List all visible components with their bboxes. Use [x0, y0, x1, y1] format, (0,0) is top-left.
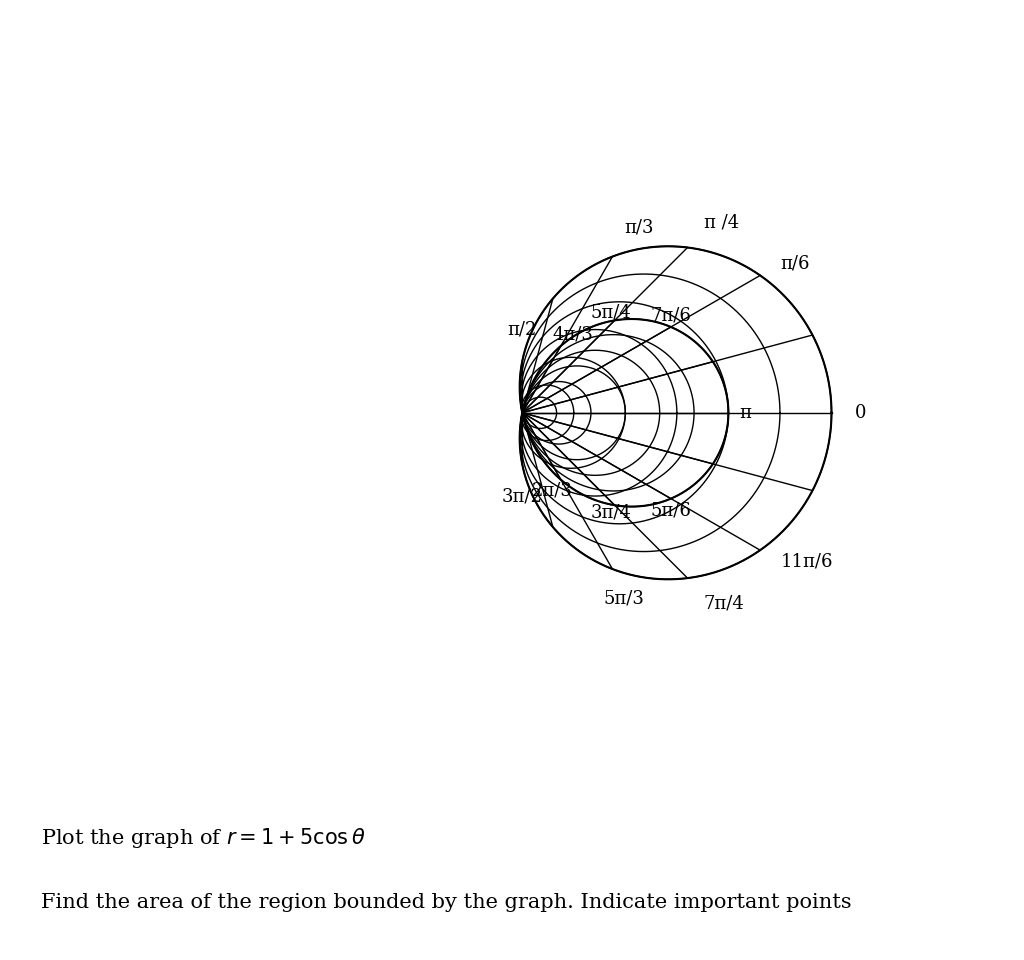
Text: 5π/6: 5π/6 — [650, 501, 691, 519]
Text: π /4: π /4 — [703, 213, 739, 231]
Text: π/2: π/2 — [508, 320, 537, 338]
Text: 3π/4: 3π/4 — [590, 504, 631, 521]
Text: Find the area of the region bounded by the graph. Indicate important points: Find the area of the region bounded by t… — [41, 893, 852, 912]
Text: π/6: π/6 — [780, 254, 810, 273]
Text: 0: 0 — [855, 404, 866, 421]
Text: 11π/6: 11π/6 — [780, 553, 833, 571]
Text: 5π/4: 5π/4 — [590, 304, 631, 322]
Text: Plot the graph of $r = 1 + 5\cos\theta$: Plot the graph of $r = 1 + 5\cos\theta$ — [41, 826, 366, 850]
Text: 4π/3: 4π/3 — [552, 325, 593, 344]
Text: π/3: π/3 — [624, 219, 653, 236]
Text: 3π/2: 3π/2 — [502, 488, 543, 506]
Text: 2π/3: 2π/3 — [531, 482, 572, 500]
Text: 7π/6: 7π/6 — [650, 306, 691, 324]
Text: π: π — [739, 404, 752, 421]
Text: 7π/4: 7π/4 — [703, 594, 744, 612]
Text: 5π/3: 5π/3 — [603, 589, 644, 607]
